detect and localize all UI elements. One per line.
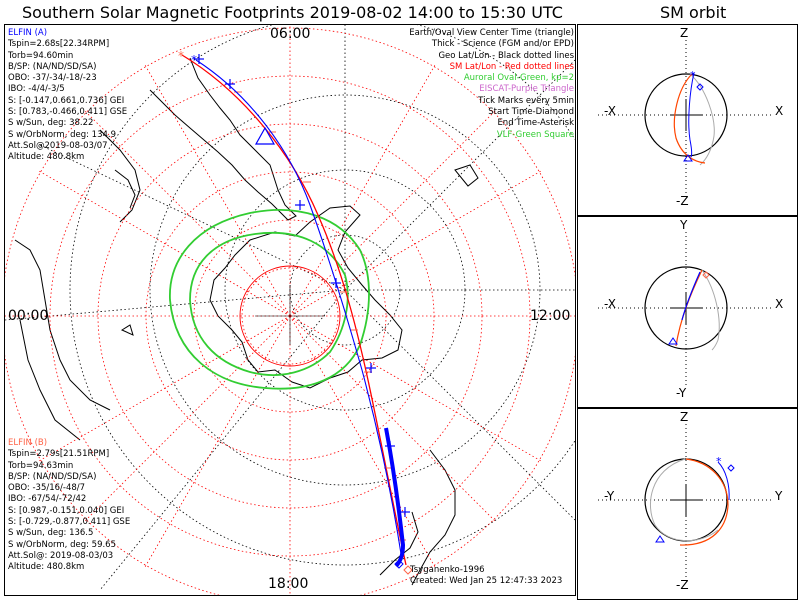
main-title: Southern Solar Magnetic Footprints 2019-… [22,3,563,22]
created-timestamp: Created: Wed Jan 25 12:47:33 2023 [410,576,563,587]
legend-line: Auroral Oval-Green, kp=2 [463,73,574,84]
axis-label-top: Z [680,410,689,424]
axis-label-bottom: -Y [676,386,687,400]
legend-line: SM Lat/Lon - Red dotted lines [449,61,574,72]
info-line: S w/Sun, deg: 136.5 [8,528,94,539]
elfin-a-start-diamond [394,559,404,569]
info-line: Tspin=2.79s[21.51RPM] [8,449,110,460]
antarctica-coast [209,205,403,389]
elfin-b-info: ELFIN (B) Tspin=2.79s[21.51RPM] Torb=94.… [8,438,130,574]
elfin-b-title: ELFIN (B) [8,438,48,448]
clock-label-left: 00:00 [8,308,49,324]
geo-grid [5,25,575,591]
orbit-panel-xy [577,216,798,408]
elfin-b-start-diamond [403,565,413,575]
elfin-a-info: ELFIN (A) Tspin=2.68s[22.34RPM] Torb=94.… [8,28,127,164]
sm-pole-circle [239,265,341,367]
info-line: Tspin=2.68s[22.34RPM] [8,39,110,50]
info-line: Torb=94.63min [8,460,74,471]
svg-text:*: * [690,69,696,82]
clock-label-top: 06:00 [270,26,311,42]
new-zealand [114,169,136,209]
coastlines [14,57,479,586]
footprint-map-frame [4,24,576,596]
australia-inner [19,319,81,441]
axis-label-bottom: -Z [676,194,689,208]
axis-label-right: Y [775,489,783,503]
info-line: S: [-0.729,-0.877,0.411] GSE [8,517,131,528]
sm-grid [5,25,575,595]
elfin-a-title: ELFIN (A) [8,28,48,38]
info-line: OBO: -35/16/-48/7 [8,483,86,494]
info-line: S w/Sun, deg: 38.22 [8,118,94,129]
orbit-plot-xz: * [598,40,774,194]
info-line: S w/OrbNorm, deg: 134.9 [8,129,117,140]
clock-label-right: 12:00 [530,308,571,324]
info-line: S: [0.987,-0.151,0.040] GEI [8,505,125,516]
elfin-a-end-asterisk: * [191,53,197,67]
orbit-plot-xy [598,232,774,386]
map-legend: Earth/Oval View Center Time (triangle) T… [409,28,574,141]
legend-line: Geo Lat/Lon - Black dotted lines [438,50,574,61]
legend-line: VLF-Green Square [496,129,574,140]
info-line: S: [-0.147,0.661,0.736] GEI [8,95,125,106]
legend-line: End Time-Asterisk [497,118,574,129]
elfin-b-track [181,54,407,566]
legend-line: Earth/Oval View Center Time (triangle) [409,28,574,38]
elfin-a-ticks [194,54,410,517]
clock-label-bottom: 18:00 [268,576,309,592]
axis-label-left: -X [604,104,616,118]
axis-label-bottom: -Z [676,578,689,592]
info-line: Att.Sol@: 2019-08-03/03 [8,550,114,561]
info-line: B/SP: (NA/ND/SD/SA) [8,471,97,482]
auroral-oval-outer [169,209,370,390]
island-1 [454,164,479,187]
info-line: S: [0.783,-0.466,0.411] GSE [8,107,128,118]
view-center-triangle [254,126,276,145]
info-line: Altitude: 480.8km [8,562,85,573]
africa-coast [411,449,456,586]
south-america-coast [149,57,297,221]
axis-label-top: Y [680,218,688,232]
australia-coast [14,239,111,411]
south-america-west-coast [99,129,141,223]
info-line: OBO: -37/-34/-18/-23 [8,73,97,84]
svg-text:*: * [716,455,722,468]
info-line: IBO: -67/54/-72/42 [8,494,87,505]
axis-label-right: X [775,104,784,118]
legend-line: Tick Marks every 5min [478,95,574,106]
credits: Tsyganenko-1996 Created: Wed Jan 25 12:4… [410,565,562,588]
axis-label-left: -Y [604,489,615,503]
info-line: IBO: -4/4/-3/5 [8,84,65,95]
info-line: Altitude: 480.8km [8,152,85,163]
orbit-title: SM orbit [660,3,727,22]
island-2 [120,324,134,336]
info-line: B/SP: (NA/ND/SD/SA) [8,61,97,72]
africa-tip [379,511,419,576]
info-line: Torb=94.60min [8,50,74,61]
info-line: Att.Sol@2019-08-03/07 [8,140,108,151]
axis-label-right: X [775,297,784,311]
auroral-oval-inner [189,232,349,376]
elfin-b-end-asterisk: * [178,49,184,63]
axis-label-top: Z [680,26,689,40]
axis-label-left: -X [604,297,616,311]
info-line: S w/OrbNorm, deg: 59.65 [8,539,117,550]
orbit-panel-xz [577,24,798,216]
orbit-plot-yz: * [598,424,774,578]
model-credit: Tsyganenko-1996 [410,565,485,575]
legend-line: EISCAT-Purple Triangle [479,84,574,95]
legend-line: Start Time-Diamond [488,107,574,118]
legend-line: Thick - Science (FGM and/or EPD) [431,39,574,50]
auroral-oval [169,209,370,390]
